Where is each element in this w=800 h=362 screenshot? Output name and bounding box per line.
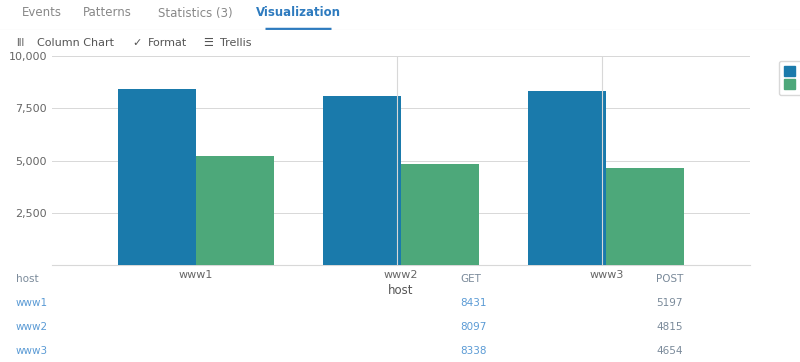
Text: 4654: 4654 [656, 346, 682, 356]
Text: Visualization: Visualization [255, 7, 341, 20]
Bar [528, 91, 606, 265]
Text: host: host [16, 274, 38, 284]
Text: 8097: 8097 [460, 322, 486, 332]
Text: Patterns: Patterns [82, 7, 131, 20]
Text: www1: www1 [16, 298, 48, 308]
Text: 8431: 8431 [460, 298, 486, 308]
Bar [401, 164, 479, 265]
Text: POST: POST [656, 274, 683, 284]
Legend: GET, POST: GET, POST [779, 61, 800, 95]
Text: lll: lll [16, 38, 24, 48]
Bar [196, 156, 274, 265]
Text: ☰: ☰ [203, 38, 213, 48]
Bar [323, 96, 401, 265]
Text: Statistics (3): Statistics (3) [158, 7, 232, 20]
Text: Events: Events [22, 7, 62, 20]
Bar [118, 89, 196, 265]
X-axis label: host: host [388, 284, 414, 297]
Bar [606, 168, 684, 265]
Text: 4815: 4815 [656, 322, 682, 332]
Text: ✓: ✓ [132, 38, 142, 48]
Text: 5197: 5197 [656, 298, 682, 308]
Text: 8338: 8338 [460, 346, 486, 356]
Text: www3: www3 [16, 346, 48, 356]
Text: Column Chart: Column Chart [37, 38, 114, 48]
Text: www2: www2 [16, 322, 48, 332]
Text: Format: Format [148, 38, 187, 48]
Text: Trellis: Trellis [220, 38, 251, 48]
Text: GET: GET [460, 274, 481, 284]
